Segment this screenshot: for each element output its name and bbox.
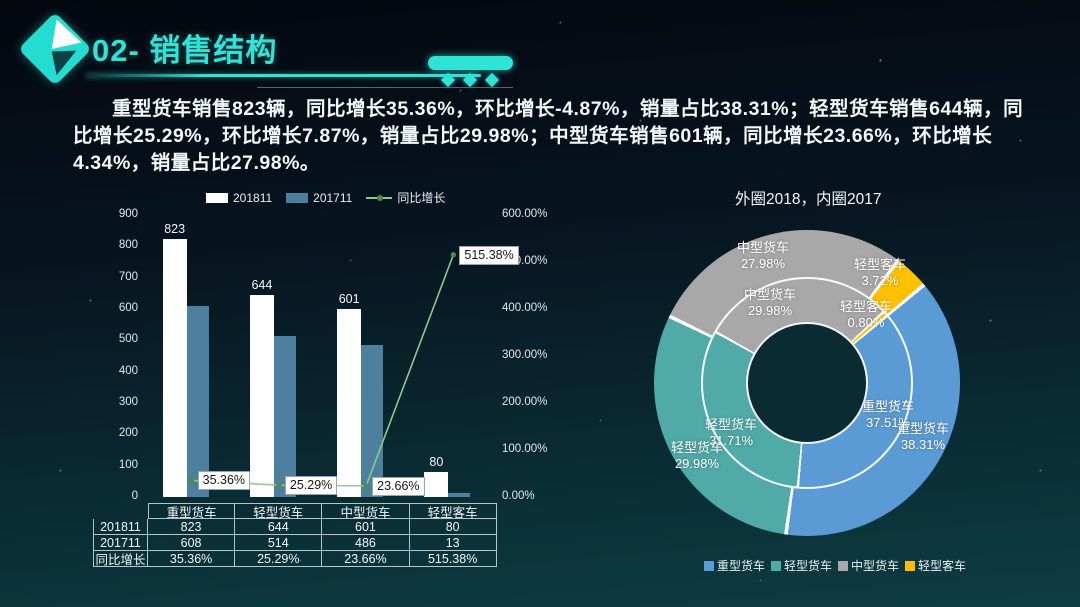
slice-label-inner-轻型客车: 轻型客车 0.80% <box>839 299 893 330</box>
legend-line-sample <box>366 194 393 201</box>
slice-label-inner-中型货车: 中型货车 29.98% <box>743 287 797 318</box>
bar-201711-重型货车 <box>186 306 209 497</box>
table-row-header: 同比增长 <box>93 551 148 567</box>
secondary-axis-tick: 400.00% <box>502 302 548 314</box>
bar-value-label: 601 <box>338 291 360 306</box>
legend-swatch <box>703 560 714 571</box>
y-axis-tick: 700 <box>118 270 138 283</box>
y-axis-tick: 300 <box>118 396 138 408</box>
bar-201811-中型货车 <box>337 308 362 497</box>
donut-hole <box>746 322 868 444</box>
table-cell: 23.66% <box>322 551 410 567</box>
bar-value-label: 823 <box>164 222 186 237</box>
y-axis-tick: 500 <box>118 333 138 346</box>
bar-201811-轻型货车 <box>249 295 274 497</box>
slice-label-inner-重型货车: 重型货车 37.51% <box>861 399 915 430</box>
legend-swatch <box>838 560 848 571</box>
table-cell: 823 <box>148 519 236 535</box>
secondary-axis-tick: 600.00% <box>502 208 548 220</box>
bar-value-label: 80 <box>429 454 444 469</box>
sales-summary-text: 重型货车销售823辆，同比增长35.36%，环比增长-4.87%，销量占比38.… <box>73 98 1024 174</box>
legend-swatch <box>905 560 916 571</box>
y-axis-tick: 400 <box>118 364 138 377</box>
y-axis-tick: 0 <box>131 490 138 502</box>
donut-legend-item-重型货车: 重型货车 <box>703 557 765 574</box>
table-row-header: 201711 <box>93 535 148 551</box>
donut-legend-item-轻型货车: 轻型货车 <box>770 557 832 574</box>
data-table: 重型货车 轻型货车 中型货车 轻型客车 201811 823 644 601 80 201711 6… <box>93 503 497 567</box>
slice-label-inner-轻型货车: 轻型货车 31.71% <box>704 417 758 448</box>
table-cell: 13 <box>409 535 497 551</box>
starfield-decoration <box>0 0 1 1</box>
bar-chart: 201811 201711 同比增长 重型货车 轻型货车 中型货车 轻型客车 201811 8… <box>88 185 566 577</box>
table-col-header: 轻型货车 <box>235 503 323 520</box>
bar-value-label: 644 <box>251 278 273 293</box>
slice-label-outer-轻型货车: 轻型货车 29.98% <box>670 440 724 471</box>
title-underline <box>86 74 481 77</box>
table-cell: 515.38% <box>409 551 497 567</box>
donut-legend-item-轻型客车: 轻型客车 <box>905 557 966 574</box>
table-cell: 80 <box>409 519 497 535</box>
legend-item-201811: 201811 <box>206 191 272 205</box>
bar-201711-中型货车 <box>361 344 384 497</box>
bar-201711-轻型客车 <box>448 492 471 497</box>
header-deco-line <box>257 87 513 88</box>
legend-swatch <box>206 192 228 203</box>
legend-swatch <box>286 192 309 203</box>
table-col-header: 轻型客车 <box>409 503 497 520</box>
table-cell: 608 <box>148 535 236 551</box>
slice-label-outer-轻型客车: 轻型客车 3.72% <box>853 257 907 288</box>
y-axis-tick: 900 <box>118 208 138 220</box>
y-axis-tick: 100 <box>118 458 138 471</box>
table-cell: 25.29% <box>235 551 323 567</box>
table-col-header: 重型货车 <box>148 503 236 520</box>
y-axis-tick: 200 <box>118 427 138 440</box>
page-title: 02- 销售结构 <box>92 33 278 68</box>
table-corner <box>93 503 148 519</box>
table-row-header: 201811 <box>93 519 148 535</box>
bar-201811-轻型客车 <box>424 471 449 497</box>
legend-item-201711: 201711 <box>286 191 352 205</box>
growth-callout-轻型货车: 25.29% <box>284 476 338 496</box>
secondary-axis-tick: 100.00% <box>502 443 548 455</box>
bar-201711-轻型货车 <box>273 335 296 497</box>
secondary-axis-tick: 300.00% <box>502 349 548 361</box>
donut-chart-title: 外圈2018，内圈2017 <box>735 191 882 208</box>
donut-chart: 外圈2018，内圈2017 中型货车 27.98% 中型货车 29.98% 轻型客车 3.… <box>640 185 1030 585</box>
y-axis-tick: 600 <box>118 302 138 314</box>
bar-201811-重型货车 <box>162 239 187 497</box>
company-logo-icon <box>14 8 96 90</box>
slice-label-outer-中型货车: 中型货车 27.98% <box>736 240 790 271</box>
bar-chart-legend: 201811 201711 同比增长 <box>206 189 445 206</box>
table-col-header: 中型货车 <box>322 503 410 520</box>
growth-callout-中型货车: 23.66% <box>372 476 425 496</box>
secondary-axis-tick: 0.00% <box>502 490 535 502</box>
growth-callout-重型货车: 35.36% <box>197 471 251 491</box>
table-cell: 514 <box>235 535 323 551</box>
donut-legend-item-中型货车: 中型货车 <box>838 557 899 574</box>
table-cell: 35.36% <box>148 551 236 567</box>
table-cell: 486 <box>322 535 410 551</box>
y-axis-tick: 800 <box>118 239 138 252</box>
secondary-axis-tick: 200.00% <box>502 396 548 408</box>
growth-callout-轻型客车: 515.38% <box>459 245 519 265</box>
table-cell: 644 <box>235 519 323 535</box>
table-cell: 601 <box>322 519 410 535</box>
header-deco-bar <box>428 56 513 70</box>
deco-diamond-icon <box>484 72 500 88</box>
legend-swatch <box>770 560 781 571</box>
legend-item-同比增长: 同比增长 <box>366 189 445 206</box>
donut-legend: 重型货车 轻型货车 中型货车 轻型客车 <box>640 557 1030 574</box>
slice-label-outer-重型货车: 重型货车 38.31% <box>896 421 950 452</box>
